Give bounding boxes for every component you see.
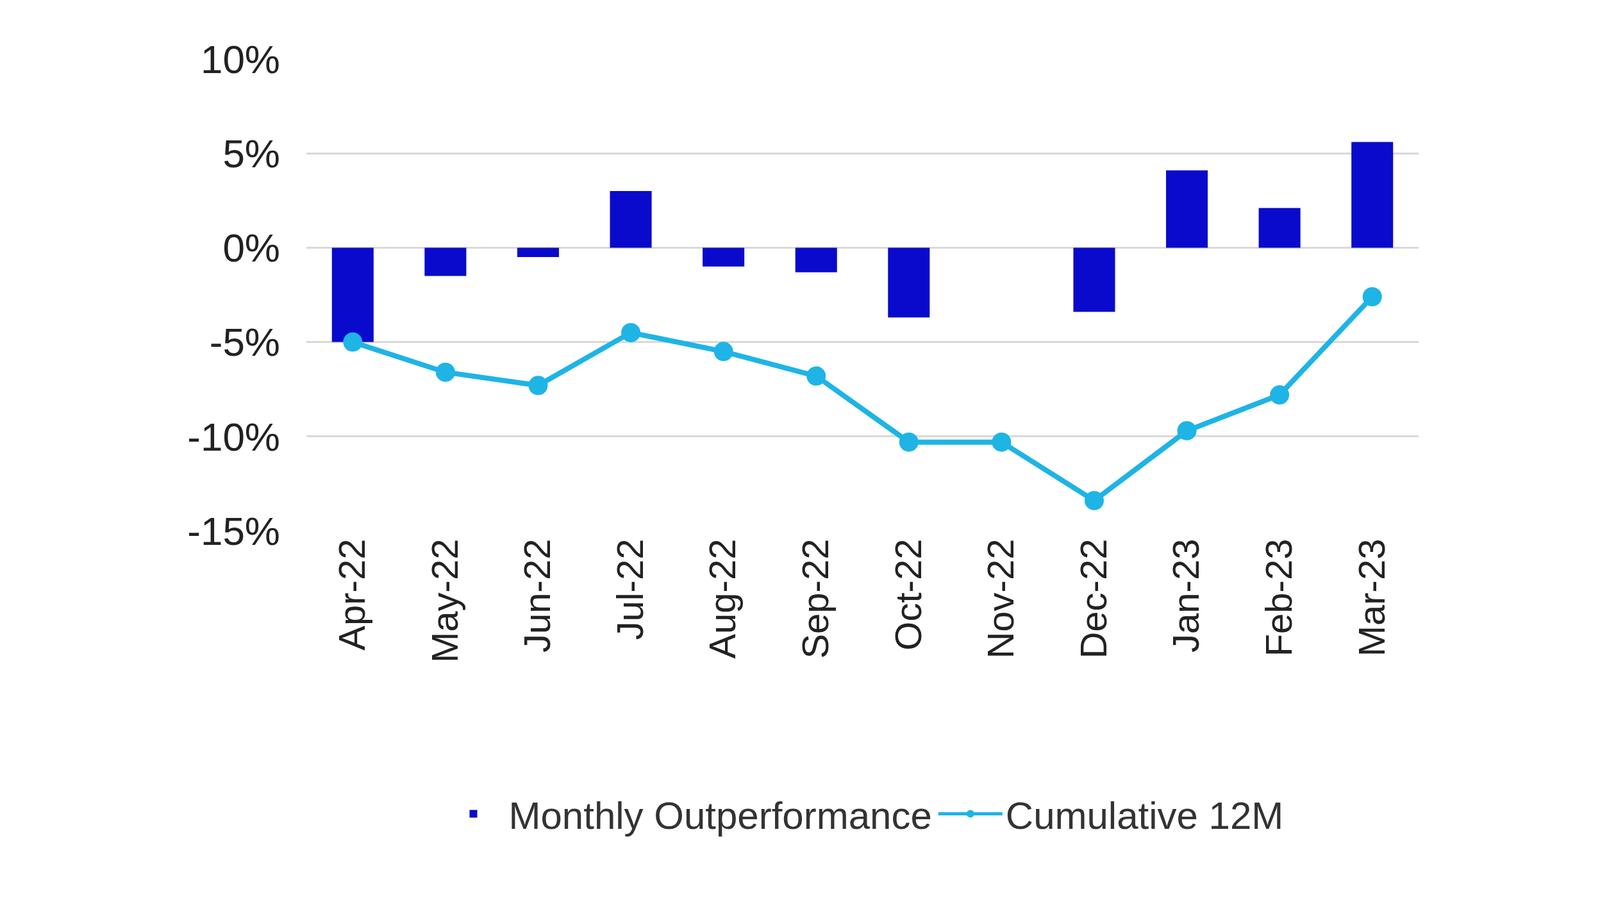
svg-text:Jun-22: Jun-22 — [516, 539, 558, 653]
svg-text:Nov-22: Nov-22 — [979, 539, 1022, 659]
svg-text:10%: 10% — [200, 37, 281, 82]
svg-text:0%: 0% — [222, 225, 281, 270]
svg-text:May-22: May-22 — [423, 539, 466, 663]
svg-text:Jul-22: Jul-22 — [608, 539, 651, 641]
svg-text:-15%: -15% — [187, 508, 281, 554]
svg-text:Oct-22: Oct-22 — [887, 539, 929, 651]
svg-text:-5%: -5% — [209, 319, 281, 365]
svg-text:5%: 5% — [222, 131, 281, 176]
svg-text:Cumulative 12M: Cumulative 12M — [1005, 794, 1284, 838]
svg-text:Sep-22: Sep-22 — [794, 539, 836, 659]
svg-text:Monthly Outperformance: Monthly Outperformance — [508, 794, 933, 838]
svg-text:Aug-22: Aug-22 — [701, 539, 743, 659]
svg-text:Mar-23: Mar-23 — [1350, 539, 1393, 658]
svg-text:Jan-23: Jan-23 — [1164, 539, 1207, 653]
svg-text:-10%: -10% — [187, 414, 281, 459]
svg-text:Feb-23: Feb-23 — [1257, 539, 1300, 658]
svg-text:Apr-22: Apr-22 — [330, 539, 373, 651]
svg-text:Dec-22: Dec-22 — [1072, 539, 1115, 659]
